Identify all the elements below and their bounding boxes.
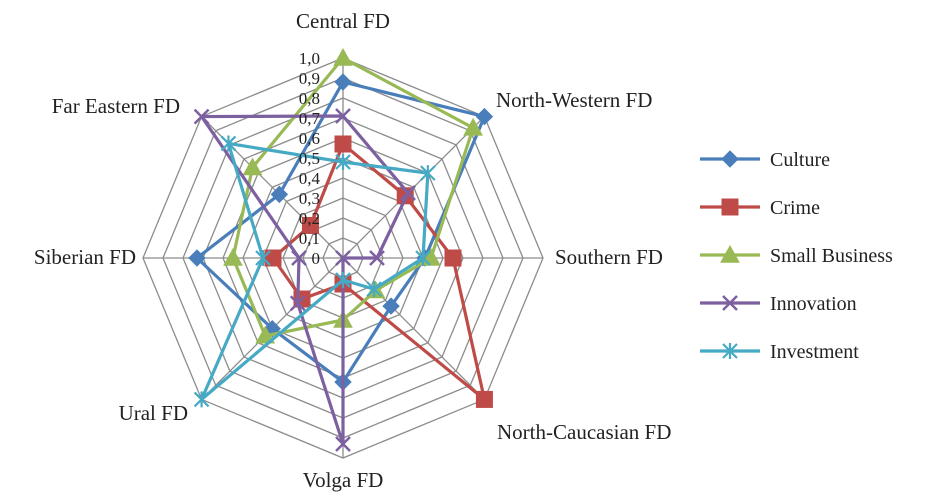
data-point-small-business-ural-fd	[255, 325, 276, 344]
data-point-investment-north-caucasian-fd	[366, 281, 382, 298]
data-point-culture-central-fd	[334, 73, 352, 91]
data-point-culture-north-western-fd	[475, 107, 494, 126]
data-point-investment-ural-fd	[193, 391, 210, 408]
data-point-crime-southern-fd	[444, 249, 462, 267]
data-point-investment-far-eastern-fd	[220, 135, 237, 152]
data-point-investment-volga-fd	[335, 272, 351, 288]
grid-spoke	[342, 257, 485, 400]
legend-marker	[721, 198, 739, 216]
data-point-small-business-central-fd	[333, 47, 353, 66]
legend-label: Innovation	[770, 293, 857, 315]
legend-label: Crime	[770, 197, 820, 219]
data-point-small-business-siberian-fd	[223, 247, 243, 266]
tick-label: 0	[312, 249, 321, 268]
series-small-business	[223, 47, 483, 344]
tick-label: 0,9	[299, 69, 320, 88]
legend-item-innovation: Innovation	[700, 293, 857, 315]
tick-label: 0,6	[299, 129, 320, 148]
data-point-small-business-far-eastern-fd	[242, 157, 263, 176]
data-point-innovation-southern-fd	[369, 250, 385, 266]
legend-marker	[722, 295, 738, 311]
data-point-culture-siberian-fd	[188, 249, 206, 267]
data-point-innovation-central-fd	[335, 108, 351, 124]
series-culture	[188, 73, 494, 391]
tick-label: 0,2	[299, 209, 320, 228]
tick-label: 0,4	[299, 169, 321, 188]
legend-label: Investment	[770, 341, 859, 363]
data-point-innovation-north-caucasian-fd	[335, 250, 351, 266]
legend-marker	[721, 150, 739, 168]
radar-series	[188, 47, 494, 452]
data-point-crime-north-caucasian-fd	[475, 390, 493, 408]
axis-label-north-western-fd: North-Western FD	[496, 88, 652, 112]
data-point-innovation-far-eastern-fd	[193, 108, 210, 125]
radial-tick-labels: 00,10,20,30,40,50,60,70,80,91,0	[299, 49, 321, 268]
tick-label: 0,5	[299, 149, 320, 168]
axis-label-volga-fd: Volga FD	[303, 468, 384, 492]
tick-label: 0,3	[299, 189, 320, 208]
axis-label-ural-fd: Ural FD	[119, 401, 188, 425]
axis-category-labels: Central FD North-Western FD Southern FD Nor…	[34, 9, 671, 492]
legend-marker	[722, 343, 738, 359]
data-point-crime-siberian-fd	[264, 249, 282, 267]
data-point-investment-southern-fd	[415, 250, 431, 266]
tick-label: 1,0	[299, 49, 320, 68]
legend-label: Small Business	[770, 245, 893, 267]
series-investment	[193, 135, 436, 408]
data-point-innovation-volga-fd	[335, 436, 351, 452]
legend-label: Culture	[770, 149, 830, 171]
tick-label: 0,1	[299, 229, 320, 248]
legend-item-investment: Investment	[700, 341, 859, 363]
data-point-crime-far-eastern-fd	[301, 216, 319, 234]
data-point-culture-north-caucasian-fd	[382, 297, 400, 315]
axis-label-siberian-fd: Siberian FD	[34, 245, 136, 269]
tick-label: 0,7	[299, 109, 321, 128]
data-point-crime-central-fd	[334, 135, 352, 153]
tick-label: 0,8	[299, 89, 320, 108]
axis-label-southern-fd: Southern FD	[555, 245, 663, 269]
legend: Culture Crime Small Business Innovation Inve…	[700, 149, 893, 363]
data-point-investment-central-fd	[335, 154, 351, 170]
axis-label-far-eastern-fd: Far Eastern FD	[52, 94, 180, 118]
data-point-innovation-ural-fd	[289, 295, 306, 312]
axis-label-central-fd: Central FD	[296, 9, 390, 33]
axis-label-north-caucasian-fd: North-Caucasian FD	[497, 420, 671, 444]
legend-item-small-business: Small Business	[700, 244, 893, 267]
data-point-investment-siberian-fd	[255, 250, 271, 266]
data-point-small-business-north-western-fd	[463, 117, 483, 136]
data-point-innovation-siberian-fd	[291, 250, 307, 266]
legend-item-crime: Crime	[700, 197, 820, 219]
legend-item-culture: Culture	[700, 149, 830, 171]
data-point-innovation-north-western-fd	[400, 185, 416, 201]
data-point-culture-far-eastern-fd	[270, 185, 289, 204]
data-point-investment-north-western-fd	[420, 165, 436, 182]
legend-marker	[720, 244, 740, 263]
